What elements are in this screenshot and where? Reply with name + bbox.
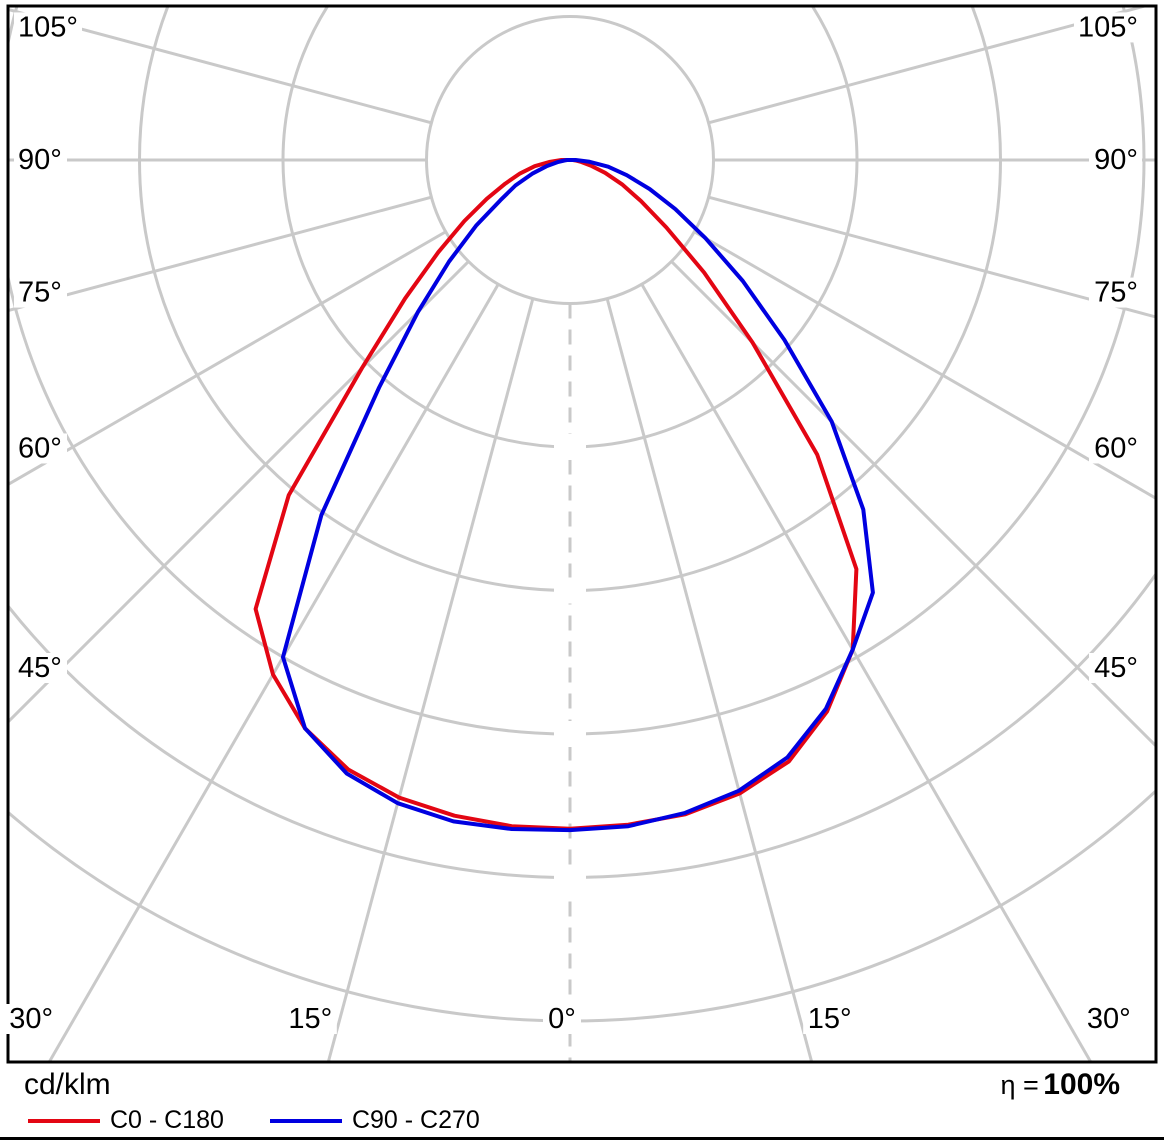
grid-ray (708, 195, 1155, 319)
grid-ray (9, 230, 447, 486)
grid-ring (9, 7, 1146, 736)
tick-label-bg (1089, 277, 1142, 308)
angle-tick-label: 90° (1094, 144, 1138, 176)
angle-tick-label: 75° (18, 277, 62, 309)
grid-ring (281, 7, 859, 449)
axis-label-gap (554, 434, 586, 460)
legend-item-c0-c180: C0 - C180 (28, 1106, 224, 1135)
angle-tick-label: 0° (548, 1003, 576, 1035)
grid-ray (327, 298, 535, 1061)
angle-tick-label: 60° (18, 432, 62, 464)
tick-label-bg (803, 1004, 857, 1034)
axis-label-gap (554, 721, 586, 747)
angle-tick-label: 30° (9, 1003, 53, 1035)
angle-tick-label: 60° (1094, 432, 1138, 464)
tick-label-bg (14, 12, 82, 43)
curve-C90-C270 (281, 158, 875, 833)
legend-line-blue (269, 1118, 342, 1123)
grid-ray (9, 8, 432, 125)
tick-label-bg (283, 1004, 337, 1034)
chart-footer: cd/klm η = 100% C0 - C180 C90 - C270 (0, 1064, 1164, 1140)
angle-tick-label: 15° (808, 1003, 852, 1035)
intensity-curves (253, 158, 875, 833)
grid-ray (9, 260, 470, 723)
tick-label-bg (1089, 145, 1142, 175)
grid-ray (693, 230, 1155, 500)
angle-tick-label: 105° (18, 11, 78, 43)
tick-label-bg (1074, 12, 1142, 43)
efficiency-symbol: η = (1000, 1070, 1039, 1100)
tick-label-bg (543, 1004, 581, 1034)
footer-row: cd/klm η = 100% (0, 1064, 1164, 1102)
angle-labels: 105° 105° 90° 90° 75° 75° 60° 60° 45° 45° 30° 30° 15… (4, 11, 1142, 1035)
unit-label: cd/klm (24, 1068, 111, 1101)
angle-tick-label: 90° (18, 144, 62, 176)
tick-label-bg (14, 145, 67, 175)
grid-ray (640, 283, 1092, 1061)
grid-ray (708, 7, 1145, 125)
angle-tick-label: 45° (18, 652, 62, 684)
legend-line-red (28, 1118, 100, 1123)
angle-tick-label: 75° (1094, 277, 1138, 309)
legend-item-c90-c270: C90 - C270 (269, 1106, 480, 1135)
axis-label-gap (554, 864, 586, 891)
angle-tick-label: 105° (1078, 11, 1138, 43)
tick-label-bg (1089, 433, 1142, 464)
tick-label-bg (1089, 653, 1142, 683)
tick-label-bg (14, 653, 67, 683)
grid-ray (9, 195, 432, 312)
efficiency-label: η = 100% (1001, 1068, 1120, 1102)
grid-ray (48, 283, 500, 1061)
chart-legend: C0 - C180 C90 - C270 (28, 1106, 480, 1135)
chart-frame (6, 4, 1158, 1064)
legend-label-c0-c180: C0 - C180 (110, 1106, 224, 1134)
tick-label-bg (1082, 1004, 1136, 1034)
tick-label-bg (14, 277, 67, 308)
tick-label-bg (4, 1004, 58, 1034)
angle-tick-label: 15° (288, 1003, 332, 1035)
efficiency-value: 100% (1043, 1068, 1120, 1101)
polar-intensity-chart: 105° 105° 90° 90° 75° 75° 60° 60° 45° 45° 30° 30° 15… (4, 4, 1158, 1064)
axis-label-gap (554, 577, 586, 604)
angle-tick-label: 30° (1087, 1003, 1131, 1035)
grid-ray (605, 298, 813, 1061)
grid-ring (138, 7, 1002, 592)
angle-tick-label: 45° (1094, 652, 1138, 684)
tick-label-bg (14, 433, 67, 464)
legend-label-c90-c270: C90 - C270 (351, 1106, 480, 1134)
